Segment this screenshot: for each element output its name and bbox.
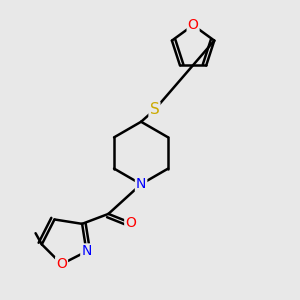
Text: O: O [188, 18, 199, 32]
Text: S: S [150, 102, 159, 117]
Text: O: O [56, 257, 67, 271]
Text: N: N [136, 177, 146, 191]
Text: N: N [81, 244, 92, 258]
Text: O: O [125, 216, 136, 230]
